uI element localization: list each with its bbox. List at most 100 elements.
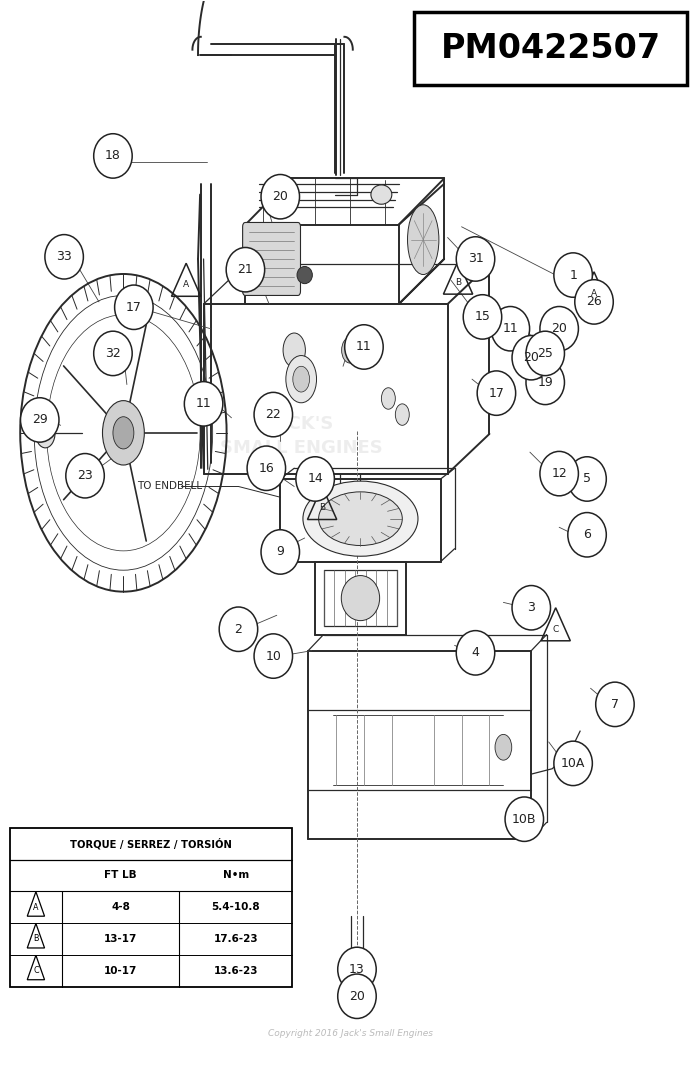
Text: 4-8: 4-8	[111, 902, 130, 912]
Text: 23: 23	[77, 469, 93, 482]
Text: 1: 1	[569, 269, 577, 282]
Text: 7: 7	[611, 698, 619, 711]
FancyBboxPatch shape	[243, 223, 300, 296]
Text: 25: 25	[538, 346, 553, 359]
Text: 20: 20	[551, 322, 567, 336]
Circle shape	[395, 404, 409, 425]
Ellipse shape	[261, 529, 300, 575]
Ellipse shape	[526, 331, 564, 376]
Ellipse shape	[596, 682, 634, 726]
Text: 10-17: 10-17	[104, 966, 137, 976]
Ellipse shape	[66, 454, 104, 498]
Text: A: A	[591, 288, 597, 298]
Text: 11: 11	[503, 322, 518, 336]
Ellipse shape	[247, 447, 286, 491]
Ellipse shape	[296, 456, 335, 501]
Ellipse shape	[456, 631, 495, 675]
Ellipse shape	[94, 133, 132, 179]
Text: 12: 12	[552, 467, 567, 480]
Ellipse shape	[512, 336, 550, 380]
Circle shape	[283, 332, 305, 367]
Text: A: A	[33, 903, 38, 911]
Circle shape	[347, 963, 367, 993]
Circle shape	[382, 387, 395, 409]
Text: 16: 16	[258, 462, 274, 475]
Ellipse shape	[491, 307, 530, 351]
Ellipse shape	[94, 331, 132, 376]
Text: A: A	[183, 280, 189, 289]
Ellipse shape	[184, 382, 223, 426]
Text: 2: 2	[234, 623, 242, 636]
Circle shape	[36, 417, 55, 448]
Text: 21: 21	[237, 264, 253, 277]
Ellipse shape	[371, 185, 392, 204]
Text: C: C	[33, 966, 38, 975]
Circle shape	[293, 366, 309, 392]
Ellipse shape	[337, 974, 376, 1019]
Text: PM0422507: PM0422507	[440, 32, 661, 66]
Text: 14: 14	[307, 472, 323, 485]
Text: 15: 15	[475, 310, 491, 324]
Ellipse shape	[554, 741, 592, 785]
FancyBboxPatch shape	[10, 827, 292, 987]
FancyBboxPatch shape	[414, 12, 687, 85]
Text: JACK'S
SMALL ENGINES: JACK'S SMALL ENGINES	[220, 415, 383, 457]
Text: 5.4-10.8: 5.4-10.8	[211, 902, 260, 912]
Text: 10: 10	[265, 650, 281, 663]
Text: 22: 22	[265, 408, 281, 421]
Ellipse shape	[254, 634, 293, 678]
Ellipse shape	[297, 267, 312, 284]
Text: 26: 26	[586, 296, 602, 309]
Text: 13-17: 13-17	[104, 934, 137, 944]
Ellipse shape	[568, 456, 606, 501]
Ellipse shape	[512, 585, 550, 629]
Ellipse shape	[526, 360, 564, 405]
Text: FT LB: FT LB	[104, 870, 137, 880]
Text: 31: 31	[468, 253, 484, 266]
Ellipse shape	[463, 295, 502, 339]
Text: 20: 20	[524, 351, 539, 364]
Ellipse shape	[477, 371, 516, 415]
Ellipse shape	[407, 204, 439, 274]
Text: 6: 6	[583, 528, 591, 541]
Text: 32: 32	[105, 346, 121, 359]
Text: Copyright 2016 Jack's Small Engines: Copyright 2016 Jack's Small Engines	[267, 1030, 433, 1038]
Text: 4: 4	[472, 647, 480, 660]
Text: N•m: N•m	[223, 870, 248, 880]
Text: TO ENDBELL: TO ENDBELL	[137, 481, 202, 492]
Ellipse shape	[456, 237, 495, 281]
Ellipse shape	[540, 452, 578, 496]
Text: 17.6-23: 17.6-23	[214, 934, 258, 944]
Text: 17: 17	[489, 386, 505, 399]
Ellipse shape	[568, 512, 606, 557]
Ellipse shape	[505, 797, 543, 841]
Text: TORQUE / SERREZ / TORSIÓN: TORQUE / SERREZ / TORSIÓN	[70, 838, 232, 849]
Ellipse shape	[318, 492, 402, 546]
Ellipse shape	[540, 307, 578, 351]
Ellipse shape	[342, 576, 379, 621]
Ellipse shape	[575, 280, 613, 324]
Ellipse shape	[344, 325, 383, 369]
Ellipse shape	[45, 235, 83, 279]
Text: 3: 3	[527, 601, 536, 614]
Ellipse shape	[226, 247, 265, 292]
Text: 5: 5	[583, 472, 591, 485]
Ellipse shape	[554, 253, 592, 297]
Text: 20: 20	[272, 190, 288, 203]
Text: 20: 20	[349, 990, 365, 1003]
Text: B: B	[33, 934, 38, 944]
Text: C: C	[552, 625, 559, 634]
Circle shape	[495, 735, 512, 760]
Circle shape	[342, 337, 358, 363]
Text: 11: 11	[356, 340, 372, 354]
Circle shape	[102, 400, 144, 465]
Ellipse shape	[219, 607, 258, 651]
Text: 10A: 10A	[561, 756, 585, 769]
Text: B: B	[319, 504, 326, 512]
Text: B: B	[455, 278, 461, 287]
Text: 13: 13	[349, 963, 365, 976]
Text: 17: 17	[126, 301, 142, 314]
Ellipse shape	[337, 947, 376, 992]
Circle shape	[113, 416, 134, 449]
Text: 9: 9	[276, 546, 284, 558]
